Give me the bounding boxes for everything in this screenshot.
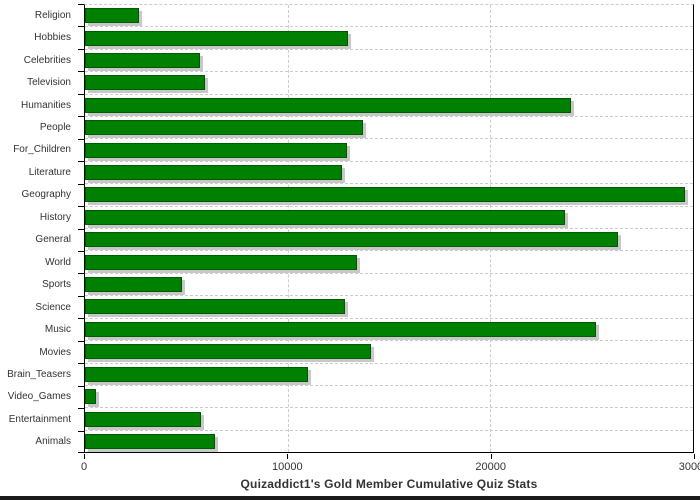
chart-row xyxy=(85,251,693,274)
chart-row xyxy=(85,229,693,252)
plot-rows xyxy=(85,5,693,452)
category-label: Geography xyxy=(21,189,71,201)
category-label: History xyxy=(39,211,71,223)
bar-animals xyxy=(85,433,215,449)
y-tick-mark xyxy=(78,273,84,275)
bar-science xyxy=(85,299,346,315)
bar-humanities xyxy=(85,97,572,113)
category-label: Celebrities xyxy=(23,54,71,66)
chart-row xyxy=(85,319,693,342)
category-label: Literature xyxy=(28,166,71,178)
y-tick-mark xyxy=(78,161,84,163)
y-tick-mark xyxy=(78,206,84,208)
chart-row xyxy=(85,117,693,140)
x-tick-mark xyxy=(694,454,695,459)
x-tick-mark xyxy=(84,454,85,459)
y-tick-mark xyxy=(78,71,84,73)
category-label: General xyxy=(35,234,71,246)
y-tick-mark xyxy=(78,228,84,230)
bar-brain_teasers xyxy=(85,366,308,382)
x-tick-label: 0 xyxy=(80,461,88,473)
y-tick-mark xyxy=(78,385,84,387)
bar-literature xyxy=(85,165,343,181)
chart-row xyxy=(85,95,693,118)
y-tick-mark xyxy=(78,26,84,28)
chart-row xyxy=(85,431,693,452)
x-tick-mark xyxy=(490,454,492,459)
y-tick-mark xyxy=(78,430,84,432)
x-tick-label: 10000 xyxy=(272,461,303,473)
category-label: People xyxy=(39,121,71,133)
plot-area xyxy=(84,4,694,453)
y-tick-mark xyxy=(78,340,84,342)
chart-row xyxy=(85,408,693,431)
bar-hobbies xyxy=(85,30,349,46)
y-tick-mark xyxy=(78,183,84,185)
bar-television xyxy=(85,75,205,91)
bar-music xyxy=(85,321,596,337)
category-label: Movies xyxy=(39,346,71,358)
bar-geography xyxy=(85,187,685,203)
bar-world xyxy=(85,254,357,270)
category-label: Sports xyxy=(42,279,71,291)
bar-video_games xyxy=(85,389,97,405)
y-tick-mark xyxy=(78,408,84,410)
chart-row xyxy=(85,274,693,297)
category-label: Humanities xyxy=(20,99,71,111)
bar-entertainment xyxy=(85,411,201,427)
chart-row xyxy=(85,296,693,319)
bar-religion xyxy=(85,8,139,24)
chart-row xyxy=(85,50,693,73)
category-label: Music xyxy=(44,324,71,336)
category-label: Science xyxy=(35,301,71,313)
chart-row xyxy=(85,386,693,409)
chart-row xyxy=(85,207,693,230)
category-label: Brain_Teasers xyxy=(7,368,71,380)
bar-sports xyxy=(85,277,183,293)
y-tick-mark xyxy=(78,318,84,320)
bar-general xyxy=(85,232,618,248)
chart-row xyxy=(85,27,693,50)
y-tick-mark xyxy=(78,4,84,5)
chart-row xyxy=(85,5,693,28)
bar-movies xyxy=(85,344,371,360)
bar-people xyxy=(85,120,363,136)
category-label: World xyxy=(45,256,71,268)
category-label: For_Children xyxy=(13,144,71,156)
chart-title: Quizaddict1's Gold Member Cumulative Qui… xyxy=(240,477,538,491)
y-axis-category-labels: Religion Hobbies Celebrities Television Huma… xyxy=(0,4,78,453)
chart-row xyxy=(85,139,693,162)
chart-row xyxy=(85,72,693,95)
x-tick-label: 20000 xyxy=(475,461,506,473)
category-label: Animals xyxy=(35,436,71,448)
y-tick-mark xyxy=(78,295,84,297)
y-tick-mark xyxy=(78,116,84,118)
category-label: Entertainment xyxy=(8,413,71,425)
bottom-border-strip xyxy=(0,496,700,500)
bar-for_children xyxy=(85,142,348,158)
chart-row xyxy=(85,364,693,386)
category-label: Hobbies xyxy=(34,32,71,44)
chart-row xyxy=(85,184,693,207)
y-tick-mark xyxy=(78,452,84,453)
x-tick-label: 30000 xyxy=(678,461,700,473)
bar-history xyxy=(85,209,566,225)
category-label: Television xyxy=(27,77,71,89)
x-axis: 0 10000 20000 30000 xyxy=(80,454,700,478)
y-axis-ticks xyxy=(78,4,84,453)
y-tick-mark xyxy=(78,48,84,50)
y-tick-mark xyxy=(78,138,84,140)
bar-celebrities xyxy=(85,53,200,69)
chart-row xyxy=(85,341,693,364)
y-tick-mark xyxy=(78,363,84,365)
y-tick-mark xyxy=(78,93,84,95)
category-label: Religion xyxy=(34,9,71,21)
category-label: Video_Games xyxy=(7,391,71,403)
x-tick-mark xyxy=(287,454,289,459)
y-tick-mark xyxy=(78,250,84,252)
chart-row xyxy=(85,162,693,185)
